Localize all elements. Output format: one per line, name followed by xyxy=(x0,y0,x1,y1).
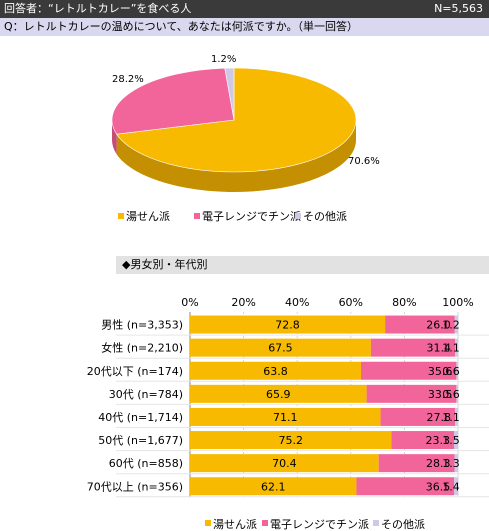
bar-value-label: 1.3 xyxy=(442,457,460,470)
bar-value-label: 36.5 xyxy=(426,480,451,493)
bar-category-label: 70代以上 (n=356) xyxy=(87,480,183,493)
bar-segment-1 xyxy=(356,477,455,496)
bar-value-label: 75.2 xyxy=(279,434,304,447)
bar-segment-2 xyxy=(453,431,458,450)
pie-side-0 xyxy=(116,120,356,192)
pie-label-denshi: 28.2% xyxy=(112,74,144,85)
bar-legend-label-0: 湯せん派 xyxy=(213,518,257,531)
x-tick-label: 60% xyxy=(339,296,363,309)
bar-value-label: 1.1 xyxy=(442,342,460,355)
bar-segment-1 xyxy=(370,338,456,357)
bar-value-label: 33.5 xyxy=(428,388,453,401)
bar-segment-0 xyxy=(190,477,357,496)
pie-legend-swatch-0 xyxy=(118,213,124,219)
bar-value-label: 26.0 xyxy=(426,319,451,332)
bar-value-label: 65.9 xyxy=(266,388,291,401)
bar-segment-1 xyxy=(378,454,455,473)
pie-legend-label-0: 湯せん派 xyxy=(126,210,170,223)
question-bar: Q：レトルトカレーの温めについて、あなたは何派ですか。（単一回答） xyxy=(0,18,489,36)
pie-legend-swatch-2 xyxy=(295,213,301,219)
bar-segment-0 xyxy=(190,315,386,334)
pie-legend-label-1: 電子レンジでチン派 xyxy=(202,210,301,223)
bar-value-label: 35.6 xyxy=(428,365,453,378)
bar-value-label: 62.1 xyxy=(261,480,286,493)
bar-legend-swatch-1 xyxy=(262,520,268,526)
bar-segment-2 xyxy=(454,477,458,496)
bar-segment-0 xyxy=(190,454,379,473)
pie-slice-1 xyxy=(111,67,235,135)
pie-side-1 xyxy=(112,120,117,155)
bar-segment-0 xyxy=(190,361,361,380)
bar-legend-label-1: 電子レンジでチン派 xyxy=(270,518,369,531)
bar-segment-1 xyxy=(380,407,456,426)
bar-category-label: 女性 (n=2,210) xyxy=(101,341,183,355)
bar-category-label: 40代 (n=1,714) xyxy=(98,411,183,424)
bar-category-label: 20代以下 (n=174) xyxy=(87,365,183,378)
bar-segment-2 xyxy=(454,315,458,334)
x-tick-label: 80% xyxy=(392,296,416,309)
bar-value-label: 63.8 xyxy=(263,365,288,378)
bar-segment-2 xyxy=(456,384,458,403)
question-text: Q：レトルトカレーの温めについて、あなたは何派ですか。（単一回答） xyxy=(4,20,359,33)
pie-label-yusen: 70.6% xyxy=(348,156,380,167)
bar-value-label: 1.4 xyxy=(442,480,460,493)
bar-value-label: 1.1 xyxy=(442,411,460,424)
bar-value-label: 27.8 xyxy=(427,411,452,424)
x-tick-label: 20% xyxy=(231,296,255,309)
bar-value-label: 71.1 xyxy=(273,411,298,424)
header-bar: 回答者：“レトルトカレー”を食べる人 N=5,563 xyxy=(0,0,489,18)
bar-value-label: 0.6 xyxy=(442,388,460,401)
bar-segment-0 xyxy=(190,431,392,450)
bar-segment-0 xyxy=(190,384,367,403)
bar-segment-1 xyxy=(360,361,457,380)
bar-value-label: 0.6 xyxy=(442,365,460,378)
bar-segment-2 xyxy=(455,338,458,357)
bar-legend-label-2: その他派 xyxy=(381,518,425,531)
bar-legend-swatch-2 xyxy=(373,520,379,526)
bar-segment-2 xyxy=(455,407,458,426)
bar-value-label: 1.2 xyxy=(442,319,460,332)
pie-slice-2 xyxy=(224,67,235,121)
pie-label-other: 1.2% xyxy=(211,54,236,65)
bar-value-label: 67.5 xyxy=(268,342,293,355)
bar-value-label: 70.4 xyxy=(272,457,297,470)
bar-category-label: 男性 (n=3,353) xyxy=(101,318,183,332)
x-tick-label: 0% xyxy=(181,296,198,309)
x-tick-label: 40% xyxy=(285,296,309,309)
pie-legend-swatch-1 xyxy=(194,213,200,219)
bar-legend-swatch-0 xyxy=(205,520,211,526)
bar-segment-1 xyxy=(385,315,455,334)
bar-value-label: 72.8 xyxy=(275,319,300,332)
pie-legend-label-2: その他派 xyxy=(303,210,347,223)
bar-segment-0 xyxy=(190,407,381,426)
subheading-bar: ◆男女別・年代別 xyxy=(116,256,489,274)
bar-segment-1 xyxy=(391,431,454,450)
pie-slice-0 xyxy=(116,67,357,173)
bar-category-label: 60代 (n=858) xyxy=(109,457,183,470)
sample-size: N=5,563 xyxy=(434,2,483,15)
bar-segment-0 xyxy=(190,338,371,357)
bar-segment-2 xyxy=(454,454,458,473)
bar-category-label: 30代 (n=784) xyxy=(109,388,183,401)
respondents-label: 回答者：“レトルトカレー”を食べる人 xyxy=(4,2,192,15)
bar-value-label: 23.3 xyxy=(425,434,450,447)
bar-segment-2 xyxy=(456,361,458,380)
x-tick-label: 100% xyxy=(442,296,473,309)
bar-category-label: 50代 (n=1,677) xyxy=(98,434,183,447)
bar-value-label: 31.4 xyxy=(427,342,452,355)
bar-value-label: 1.5 xyxy=(442,434,460,447)
bar-value-label: 28.3 xyxy=(426,457,451,470)
bar-segment-1 xyxy=(366,384,457,403)
subheading-text: ◆男女別・年代別 xyxy=(122,258,208,271)
